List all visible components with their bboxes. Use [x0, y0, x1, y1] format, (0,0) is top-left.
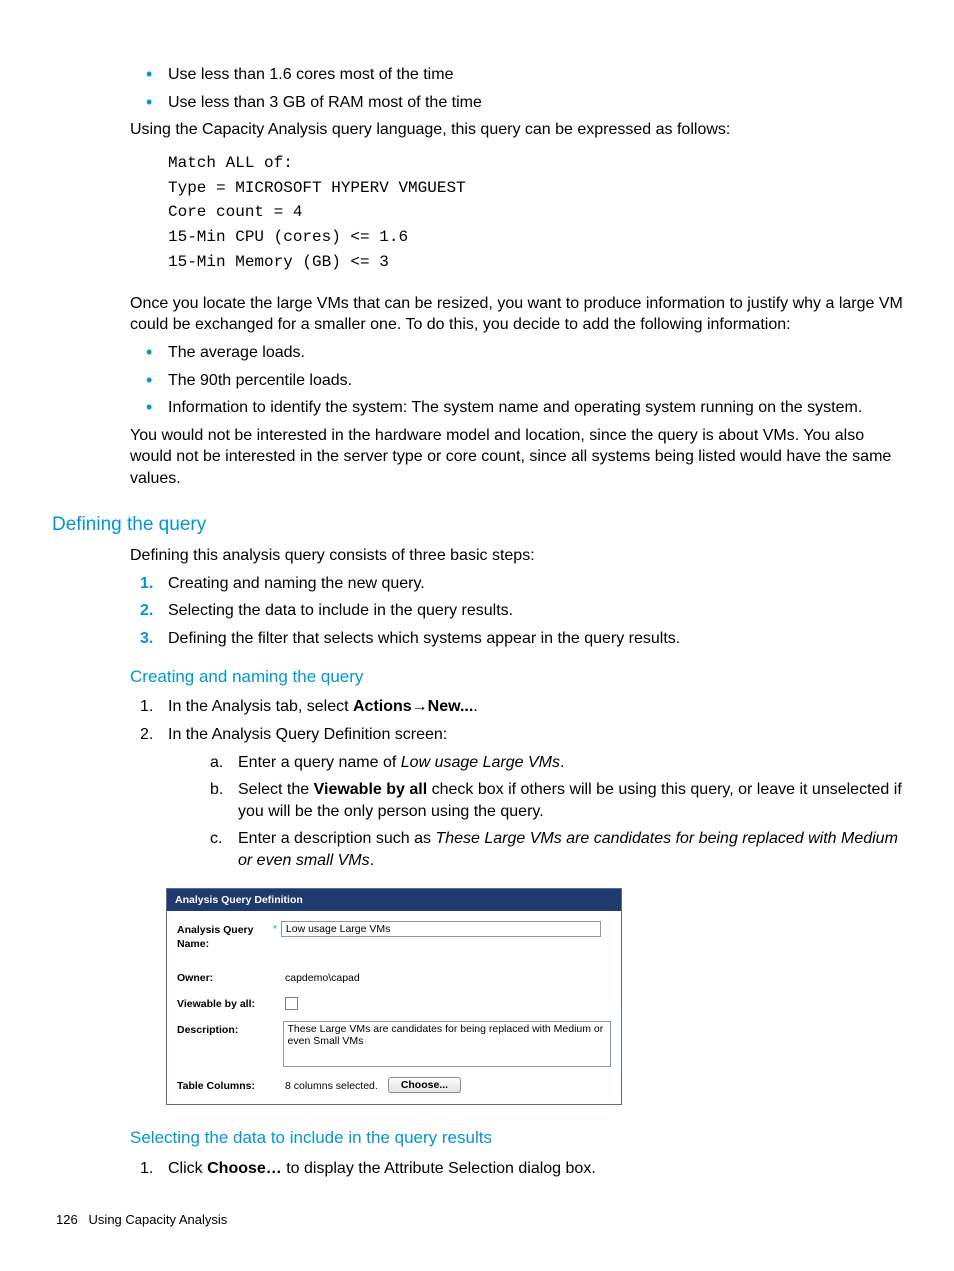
panel-body: Analysis Query Name: * Owner: capdemo\ca… — [167, 911, 621, 1104]
list-item: Use less than 1.6 cores most of the time — [130, 64, 910, 86]
info-bullet-list: The average loads. The 90th percentile l… — [130, 342, 910, 419]
label-table-columns: Table Columns: — [177, 1077, 285, 1093]
choose-button[interactable]: Choose... — [388, 1077, 461, 1093]
owner-value: capdemo\capad — [285, 969, 360, 985]
substep-italic: Low usage Large VMs — [401, 754, 560, 771]
alpha-marker: c. — [210, 828, 222, 850]
list-item: The average loads. — [130, 342, 910, 364]
step-bold: Choose… — [207, 1160, 282, 1177]
label-query-name: Analysis Query Name: — [177, 921, 273, 951]
heading-creating-naming: Creating and naming the query — [130, 666, 910, 689]
list-item: Defining the filter that selects which s… — [130, 628, 910, 650]
creating-steps-list: In the Analysis tab, select Actions→New.… — [130, 696, 910, 871]
required-marker-icon: * — [273, 921, 281, 937]
list-item: Click Choose… to display the Attribute S… — [130, 1158, 910, 1180]
list-item: Selecting the data to include in the que… — [130, 600, 910, 622]
content-column: Use less than 1.6 cores most of the time… — [130, 64, 910, 1179]
step-text-part: In the Analysis tab, select — [168, 698, 353, 715]
bullet-text: The average loads. — [168, 344, 305, 361]
heading-defining-query: Defining the query — [52, 512, 910, 538]
row-description: Description: — [177, 1021, 611, 1067]
bullet-text: Use less than 1.6 cores most of the time — [168, 66, 453, 83]
list-item: Information to identify the system: The … — [130, 397, 910, 419]
paragraph: Defining this analysis query consists of… — [130, 545, 910, 567]
code-block: Match ALL of: Type = MICROSOFT HYPERV VM… — [168, 151, 910, 275]
paragraph: You would not be interested in the hardw… — [130, 425, 910, 490]
description-field[interactable] — [283, 1021, 611, 1067]
step-text-part: . — [473, 698, 477, 715]
footer-title: Using Capacity Analysis — [89, 1212, 228, 1227]
list-item: b. Select the Viewable by all check box … — [204, 779, 910, 822]
list-item: In the Analysis tab, select Actions→New.… — [130, 696, 910, 718]
arrow-icon: → — [412, 698, 428, 715]
list-item: In the Analysis Query Definition screen:… — [130, 724, 910, 872]
step-text: Defining the filter that selects which s… — [168, 630, 680, 647]
top-bullet-list: Use less than 1.6 cores most of the time… — [130, 64, 910, 113]
intro-paragraph: Using the Capacity Analysis query langua… — [130, 119, 910, 141]
alpha-marker: a. — [210, 752, 223, 774]
list-item: Use less than 3 GB of RAM most of the ti… — [130, 92, 910, 114]
step-bold: New... — [428, 698, 474, 715]
page: Use less than 1.6 cores most of the time… — [0, 0, 954, 1271]
list-item: a. Enter a query name of Low usage Large… — [204, 752, 910, 774]
page-footer: 126 Using Capacity Analysis — [56, 1211, 227, 1229]
analysis-query-definition-panel: Analysis Query Definition Analysis Query… — [166, 888, 622, 1105]
step-text: In the Analysis Query Definition screen: — [168, 726, 447, 743]
table-columns-text: 8 columns selected. — [285, 1077, 378, 1093]
list-item: Creating and naming the new query. — [130, 573, 910, 595]
panel-header: Analysis Query Definition — [167, 889, 621, 911]
defining-steps-list: Creating and naming the new query. Selec… — [130, 573, 910, 650]
substep-text-part: Select the — [238, 781, 314, 798]
page-number: 126 — [56, 1212, 78, 1227]
bullet-text: Information to identify the system: The … — [168, 399, 862, 416]
row-viewable: Viewable by all: — [177, 995, 611, 1011]
viewable-checkbox[interactable] — [285, 997, 298, 1010]
query-name-field[interactable] — [281, 921, 601, 937]
paragraph: Once you locate the large VMs that can b… — [130, 293, 910, 336]
list-item: c. Enter a description such as These Lar… — [204, 828, 910, 871]
alpha-marker: b. — [210, 779, 223, 801]
substep-text-part: Enter a description such as — [238, 830, 435, 847]
row-owner: Owner: capdemo\capad — [177, 969, 611, 985]
step-text-part: Click — [168, 1160, 207, 1177]
label-viewable: Viewable by all: — [177, 995, 285, 1011]
bullet-text: Use less than 3 GB of RAM most of the ti… — [168, 94, 482, 111]
substep-text-part: Enter a query name of — [238, 754, 401, 771]
bullet-text: The 90th percentile loads. — [168, 372, 352, 389]
step-bold: Actions — [353, 698, 412, 715]
substep-text-part: . — [370, 852, 374, 869]
label-description: Description: — [177, 1021, 283, 1037]
heading-selecting-data: Selecting the data to include in the que… — [130, 1127, 910, 1150]
list-item: The 90th percentile loads. — [130, 370, 910, 392]
selecting-steps-list: Click Choose… to display the Attribute S… — [130, 1158, 910, 1180]
substeps-list: a. Enter a query name of Low usage Large… — [204, 752, 910, 872]
spacer — [177, 961, 611, 969]
step-text: Selecting the data to include in the que… — [168, 602, 513, 619]
substep-text-part: . — [560, 754, 564, 771]
substep-bold: Viewable by all — [314, 781, 428, 798]
row-query-name: Analysis Query Name: * — [177, 921, 611, 951]
row-table-columns: Table Columns: 8 columns selected. Choos… — [177, 1077, 611, 1093]
label-owner: Owner: — [177, 969, 285, 985]
step-text: Creating and naming the new query. — [168, 575, 425, 592]
step-text-part: to display the Attribute Selection dialo… — [282, 1160, 596, 1177]
